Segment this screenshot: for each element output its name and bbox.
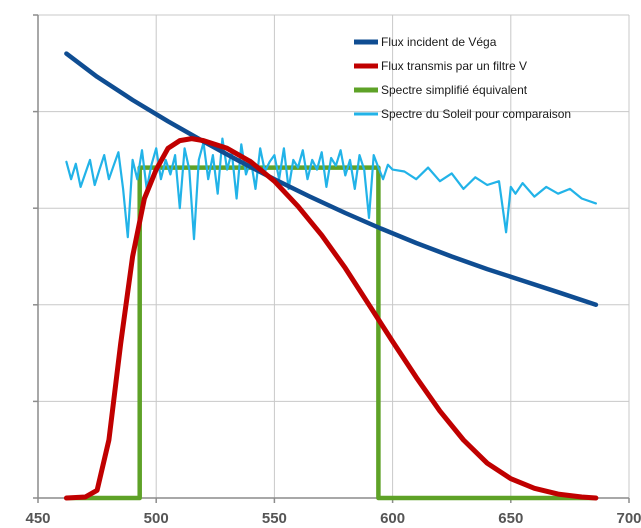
legend: Flux incident de Véga Flux transmis par u…: [354, 35, 571, 121]
legend-label-2: Spectre simplifié équivalent: [381, 83, 528, 97]
x-tick-label-600: 600: [380, 510, 405, 527]
series-line-spectre-du-soleil-pour-comparaison: [65, 137, 598, 241]
plot-area: [38, 15, 629, 498]
legend-label-0: Flux incident de Véga: [381, 35, 497, 49]
x-tick-label-700: 700: [616, 510, 641, 527]
legend-label-3: Spectre du Soleil pour comparaison: [381, 107, 571, 121]
grid: [38, 14, 630, 498]
x-tick-label-500: 500: [144, 510, 169, 527]
x-tick-labels: 450 500 550 600 650 700: [25, 510, 641, 527]
x-tick-label-650: 650: [498, 510, 523, 527]
series-line-flux-incident-de-vega: [64, 51, 599, 308]
x-tick-label-550: 550: [262, 510, 287, 527]
series-line-flux-transmis-par-un-filtre-v: [63, 136, 599, 501]
legend-label-1: Flux transmis par un filtre V: [381, 59, 527, 73]
series-group: [63, 51, 599, 501]
x-tick-label-450: 450: [25, 510, 50, 527]
